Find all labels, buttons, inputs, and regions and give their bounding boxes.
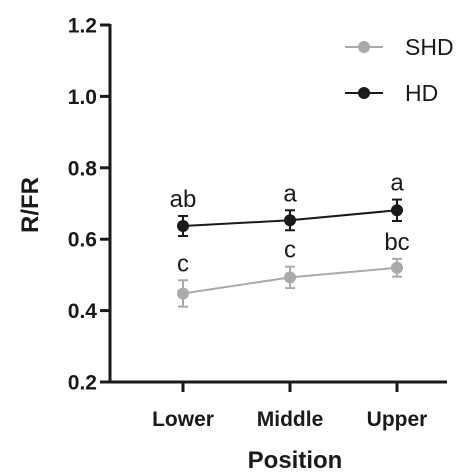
data-point	[284, 214, 296, 227]
legend-marker	[358, 41, 370, 53]
y-ticks: 0.2 0.4 0.6 0.8 1.0 1.2	[68, 15, 110, 395]
x-tick-label: Middle	[257, 408, 324, 431]
y-axis-title: R/FR	[17, 177, 44, 233]
y-tick-label: 0.8	[68, 157, 98, 180]
significance-label: a	[390, 170, 404, 197]
series-shd: c c bc	[177, 229, 410, 308]
significance-label: bc	[384, 229, 409, 256]
y-tick-label: 0.4	[68, 300, 98, 323]
legend-item-hd: HD	[345, 80, 438, 106]
significance-label: c	[177, 250, 189, 277]
series-hd: ab a a	[170, 170, 404, 237]
data-point	[177, 219, 189, 232]
x-tick-label: Upper	[367, 408, 428, 431]
y-tick-label: 1.0	[68, 86, 97, 109]
data-point	[391, 261, 403, 274]
legend-label: HD	[405, 80, 438, 106]
series-layer: c c bc ab a a	[170, 170, 410, 308]
x-tick-label: Lower	[152, 408, 214, 431]
y-tick-label: 1.2	[68, 15, 97, 38]
legend: SHD HD	[345, 34, 454, 106]
x-ticks: Lower Middle Upper	[152, 382, 427, 431]
legend-label: SHD	[405, 34, 454, 60]
significance-label: ab	[170, 186, 197, 213]
data-point	[391, 204, 403, 217]
axes: 0.2 0.4 0.6 0.8 1.0 1.2 Lower Middle Upper	[68, 15, 447, 431]
legend-marker	[358, 87, 370, 99]
legend-item-shd: SHD	[345, 34, 454, 60]
x-axis-title: Position	[248, 447, 343, 472]
data-point	[284, 271, 296, 284]
y-tick-label: 0.2	[68, 372, 97, 395]
y-tick-label: 0.6	[68, 229, 97, 252]
significance-label: c	[284, 237, 296, 264]
data-point	[177, 287, 189, 300]
significance-label: a	[283, 180, 297, 207]
